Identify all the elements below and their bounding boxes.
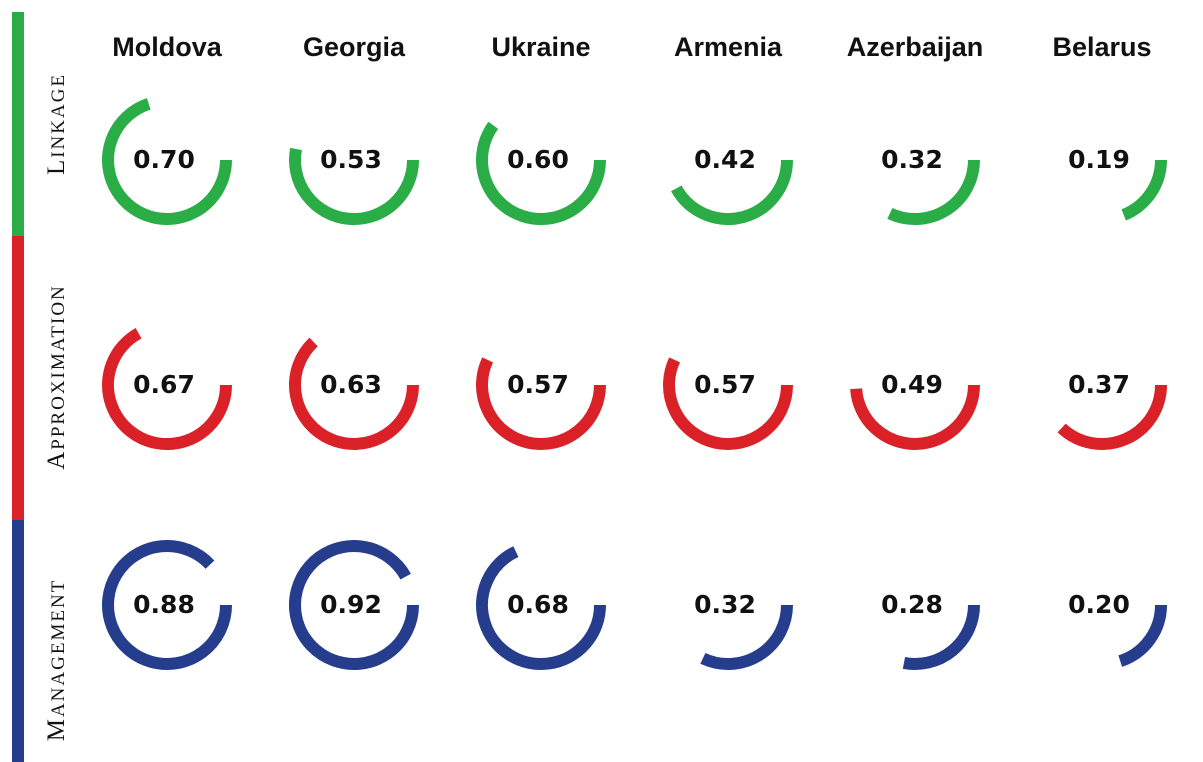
gauge-value-linkage-moldova: 0.70: [133, 145, 195, 174]
gauge-value-approximation-ukraine: 0.57: [507, 370, 569, 399]
row-bar-management: [12, 520, 24, 762]
gauge-value-management-ukraine: 0.68: [507, 590, 569, 619]
gauge-arc-linkage-armenia: [671, 159, 793, 225]
country-label-ukraine: Ukraine: [491, 32, 590, 62]
gauge-arc-management-azerbaijan: [902, 604, 980, 670]
gauge-value-linkage-azerbaijan: 0.32: [881, 145, 943, 174]
gauge-value-management-azerbaijan: 0.28: [881, 590, 943, 619]
gauge-value-management-belarus: 0.20: [1068, 590, 1130, 619]
gauge-arc-linkage-moldova: [102, 98, 232, 225]
gauge-arc-management-ukraine: [476, 546, 606, 670]
row-label-management: MANAGEMENT: [43, 579, 70, 742]
gauge-value-approximation-armenia: 0.57: [694, 370, 756, 399]
gauge-value-approximation-azerbaijan: 0.49: [881, 370, 943, 399]
gauge-arc-linkage-belarus: [1121, 159, 1167, 221]
country-label-azerbaijan: Azerbaijan: [847, 32, 984, 62]
gauge-arc-linkage-ukraine: [476, 121, 606, 225]
country-label-belarus: Belarus: [1052, 32, 1151, 62]
gauge-value-linkage-georgia: 0.53: [320, 145, 382, 174]
gauge-arc-management-georgia: [289, 540, 419, 670]
gauge-value-management-georgia: 0.92: [320, 590, 382, 619]
country-label-moldova: Moldova: [112, 32, 222, 62]
gauge-value-approximation-moldova: 0.67: [133, 370, 195, 399]
gauge-arc-approximation-armenia: [663, 357, 793, 451]
gauge-value-linkage-ukraine: 0.60: [507, 145, 569, 174]
gauge-arc-linkage-azerbaijan: [887, 159, 980, 225]
gauge-value-approximation-belarus: 0.37: [1068, 370, 1130, 399]
row-bar-linkage: [12, 12, 24, 236]
gauge-arc-management-moldova: [102, 540, 232, 670]
country-label-georgia: Georgia: [303, 32, 406, 62]
country-label-armenia: Armenia: [674, 32, 783, 62]
gauge-arc-approximation-georgia: [289, 337, 419, 450]
gauge-value-linkage-armenia: 0.42: [694, 145, 756, 174]
gauge-value-management-armenia: 0.32: [694, 590, 756, 619]
gauge-arc-approximation-moldova: [102, 328, 232, 450]
row-labels: LINKAGE APPROXIMATION MANAGEMENT: [43, 73, 70, 741]
row-color-bar: [12, 12, 24, 762]
gauge-arc-management-belarus: [1118, 604, 1167, 667]
country-header: Moldova Georgia Ukraine Armenia Azerbaijan Be…: [112, 32, 1151, 62]
gauge-grid: 0.70 0.53 0.60 0.42 0.32 0.19 0.67 0.63 0.57 0.57…: [102, 98, 1167, 670]
gauge-arc-approximation-belarus: [1057, 384, 1167, 450]
row-label-linkage: LINKAGE: [43, 73, 70, 175]
gauge-value-management-moldova: 0.88: [133, 590, 195, 619]
gauge-arc-approximation-azerbaijan: [850, 384, 980, 450]
gauge-value-approximation-georgia: 0.63: [320, 370, 382, 399]
row-bar-approximation: [12, 236, 24, 520]
gauge-arc-approximation-ukraine: [476, 357, 606, 451]
row-label-approximation: APPROXIMATION: [43, 284, 70, 470]
gauge-value-linkage-belarus: 0.19: [1068, 145, 1130, 174]
gauge-arc-management-armenia: [700, 604, 793, 670]
gauge-arc-linkage-georgia: [289, 147, 419, 225]
